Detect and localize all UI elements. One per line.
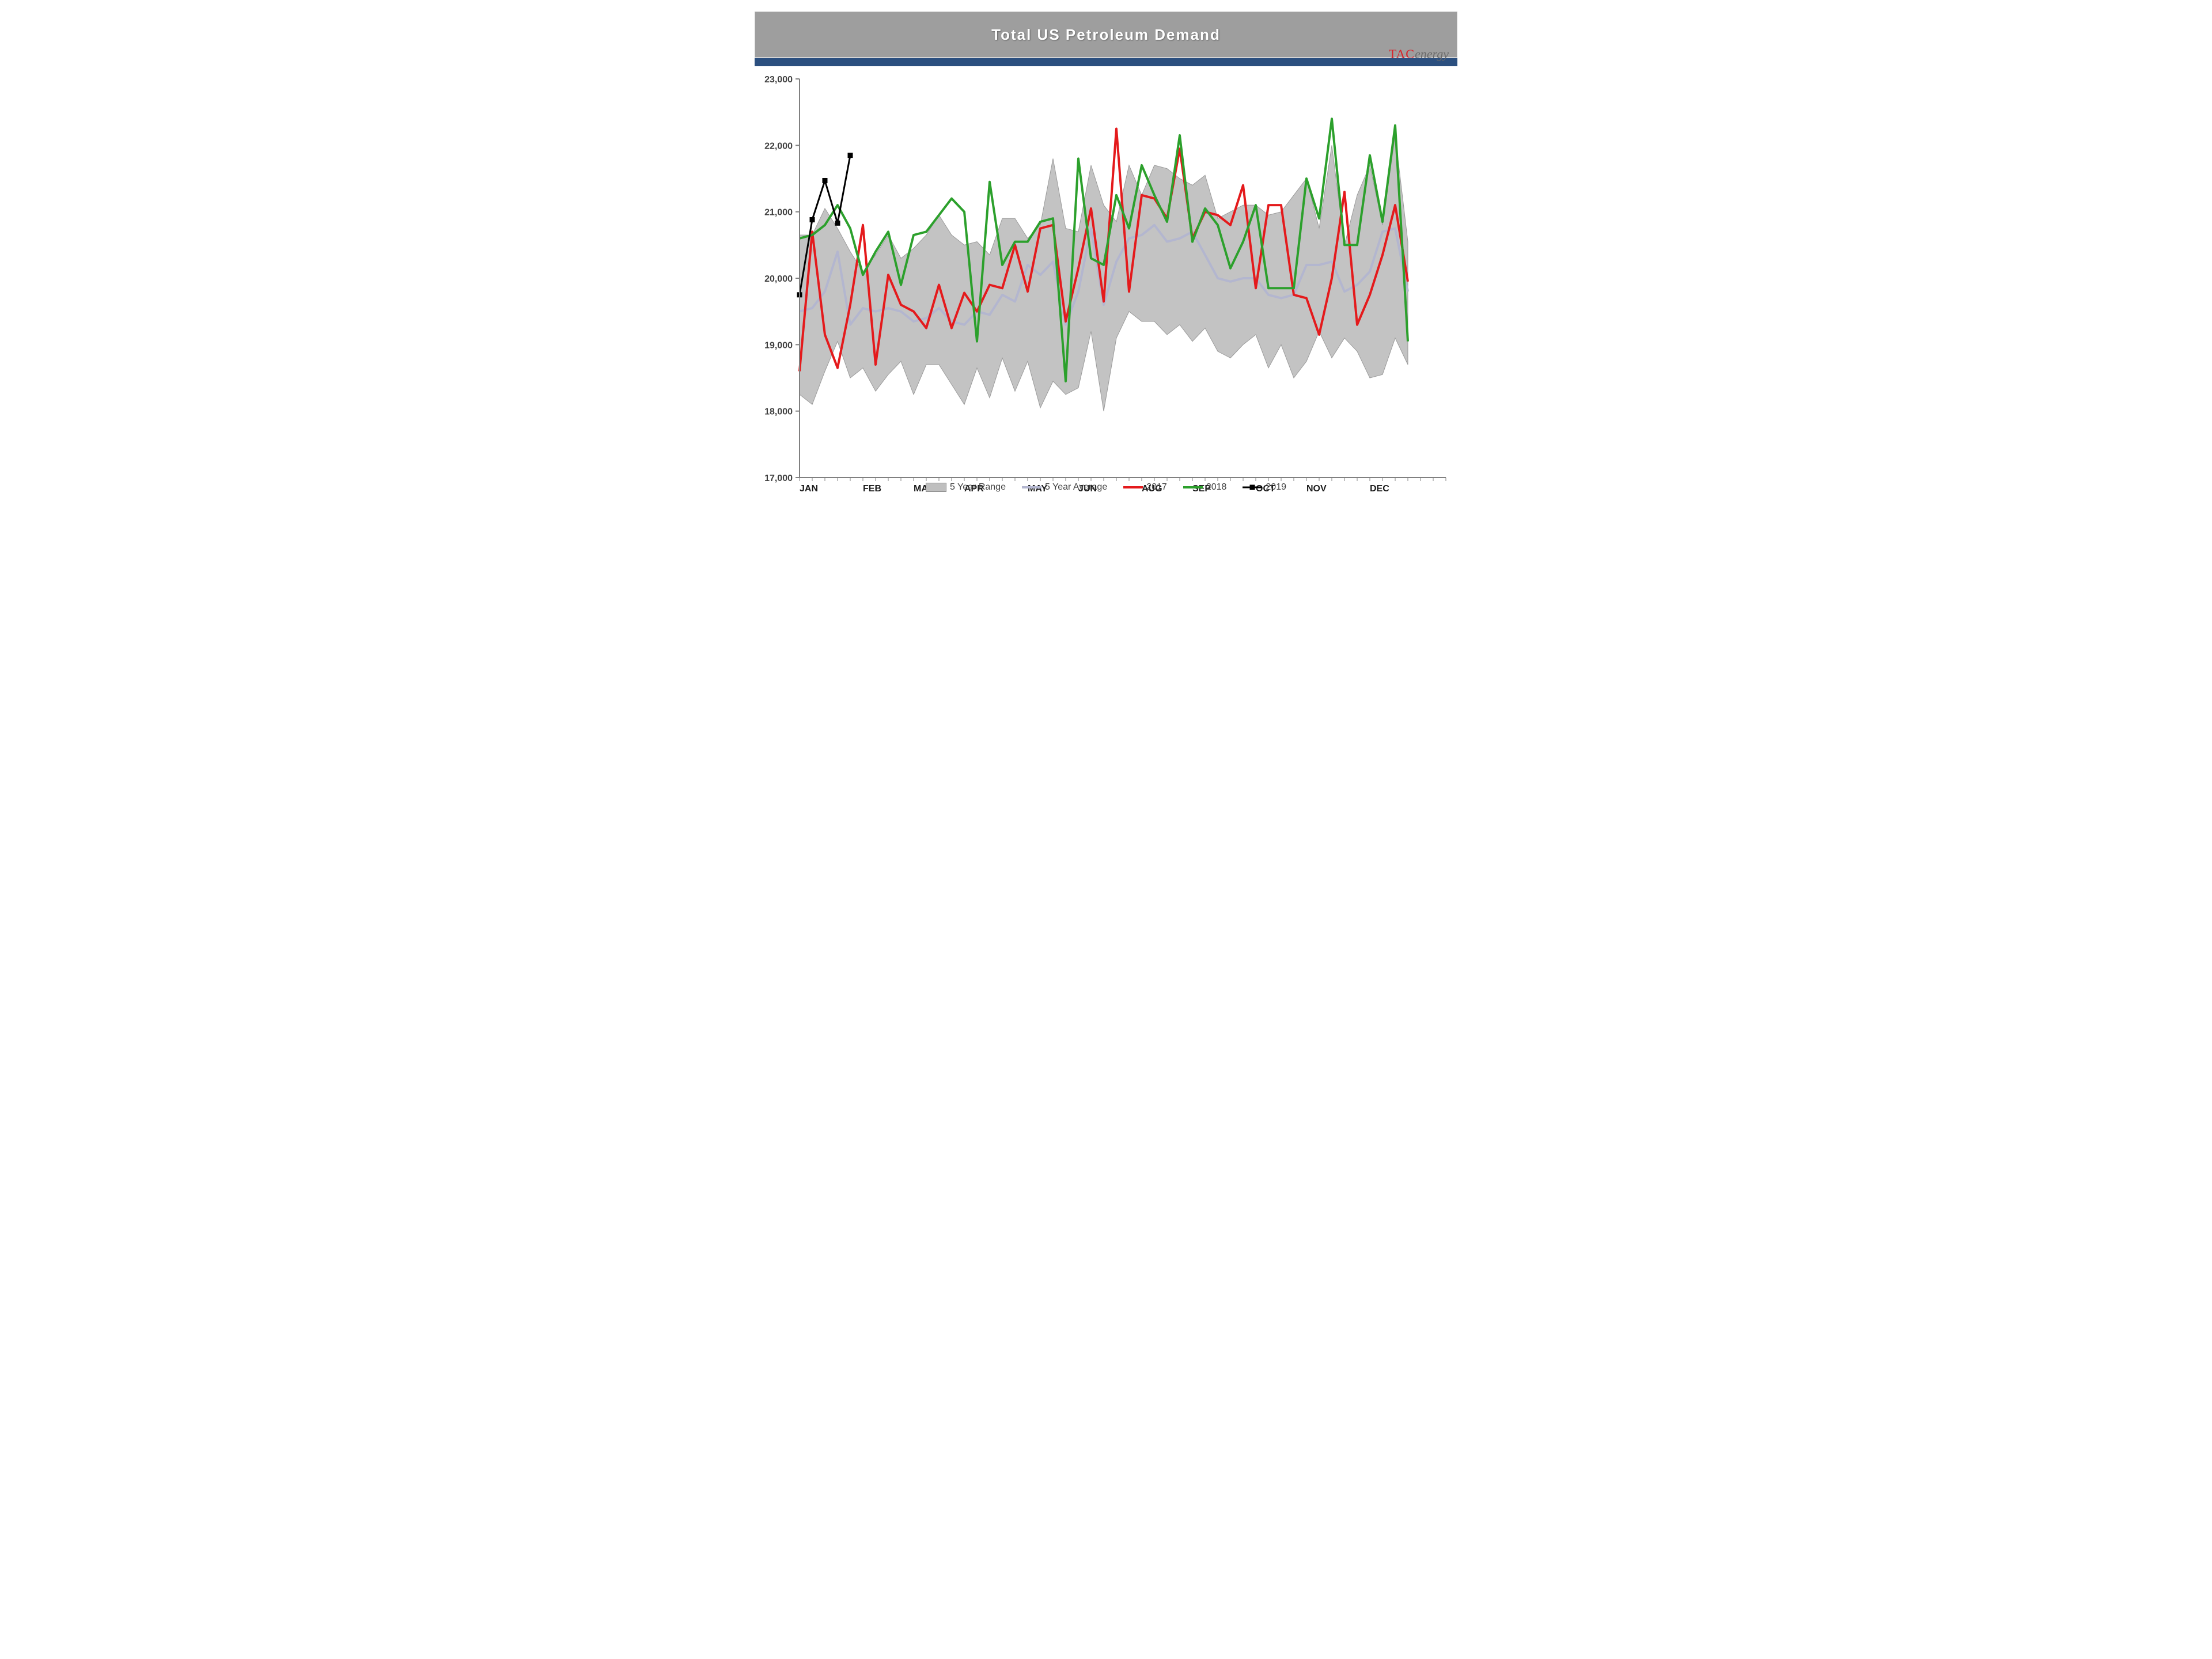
logo-secondary: energy	[1415, 47, 1449, 61]
demand-chart: 17,00018,00019,00020,00021,00022,00023,0…	[755, 69, 1457, 518]
legend-swatch	[926, 483, 946, 492]
legend-label: 5 Year Range	[950, 482, 1006, 493]
brand-logo: TACenergy	[1389, 47, 1449, 62]
legend-item: 5 Year Average	[1022, 482, 1107, 493]
chart-area: 17,00018,00019,00020,00021,00022,00023,0…	[755, 69, 1457, 518]
logo-primary: TAC	[1389, 47, 1415, 61]
legend-label: 5 Year Average	[1045, 482, 1107, 493]
legend-label: 2018	[1206, 482, 1227, 493]
y-tick-label: 19,000	[764, 340, 793, 350]
page: Total US Petroleum Demand TACenergy 17,0…	[737, 0, 1475, 553]
five-year-range	[800, 135, 1408, 411]
legend-swatch	[1183, 486, 1203, 488]
y-tick-label: 22,000	[764, 141, 793, 151]
series-2019-marker	[835, 221, 840, 226]
legend-swatch	[1243, 483, 1262, 491]
series-2019-marker	[848, 153, 853, 158]
y-tick-label: 20,000	[764, 274, 793, 284]
legend-item: 2019	[1243, 482, 1286, 493]
chart-legend: 5 Year Range 5 Year Average 2017 2018 2019	[755, 482, 1457, 493]
y-tick-label: 18,000	[764, 407, 793, 417]
series-2019-marker	[810, 217, 815, 222]
legend-swatch	[1022, 486, 1041, 488]
series-2019-marker	[823, 178, 828, 183]
y-tick-label: 23,000	[764, 75, 793, 85]
legend-item: 2017	[1123, 482, 1167, 493]
y-tick-label: 21,000	[764, 208, 793, 218]
chart-header: Total US Petroleum Demand TACenergy	[755, 12, 1457, 58]
legend-label: 2017	[1146, 482, 1167, 493]
header-strip	[755, 58, 1457, 66]
legend-item: 2018	[1183, 482, 1227, 493]
legend-item: 5 Year Range	[926, 482, 1006, 493]
chart-title: Total US Petroleum Demand	[991, 26, 1221, 44]
legend-swatch	[1123, 486, 1143, 488]
legend-label: 2019	[1266, 482, 1286, 493]
